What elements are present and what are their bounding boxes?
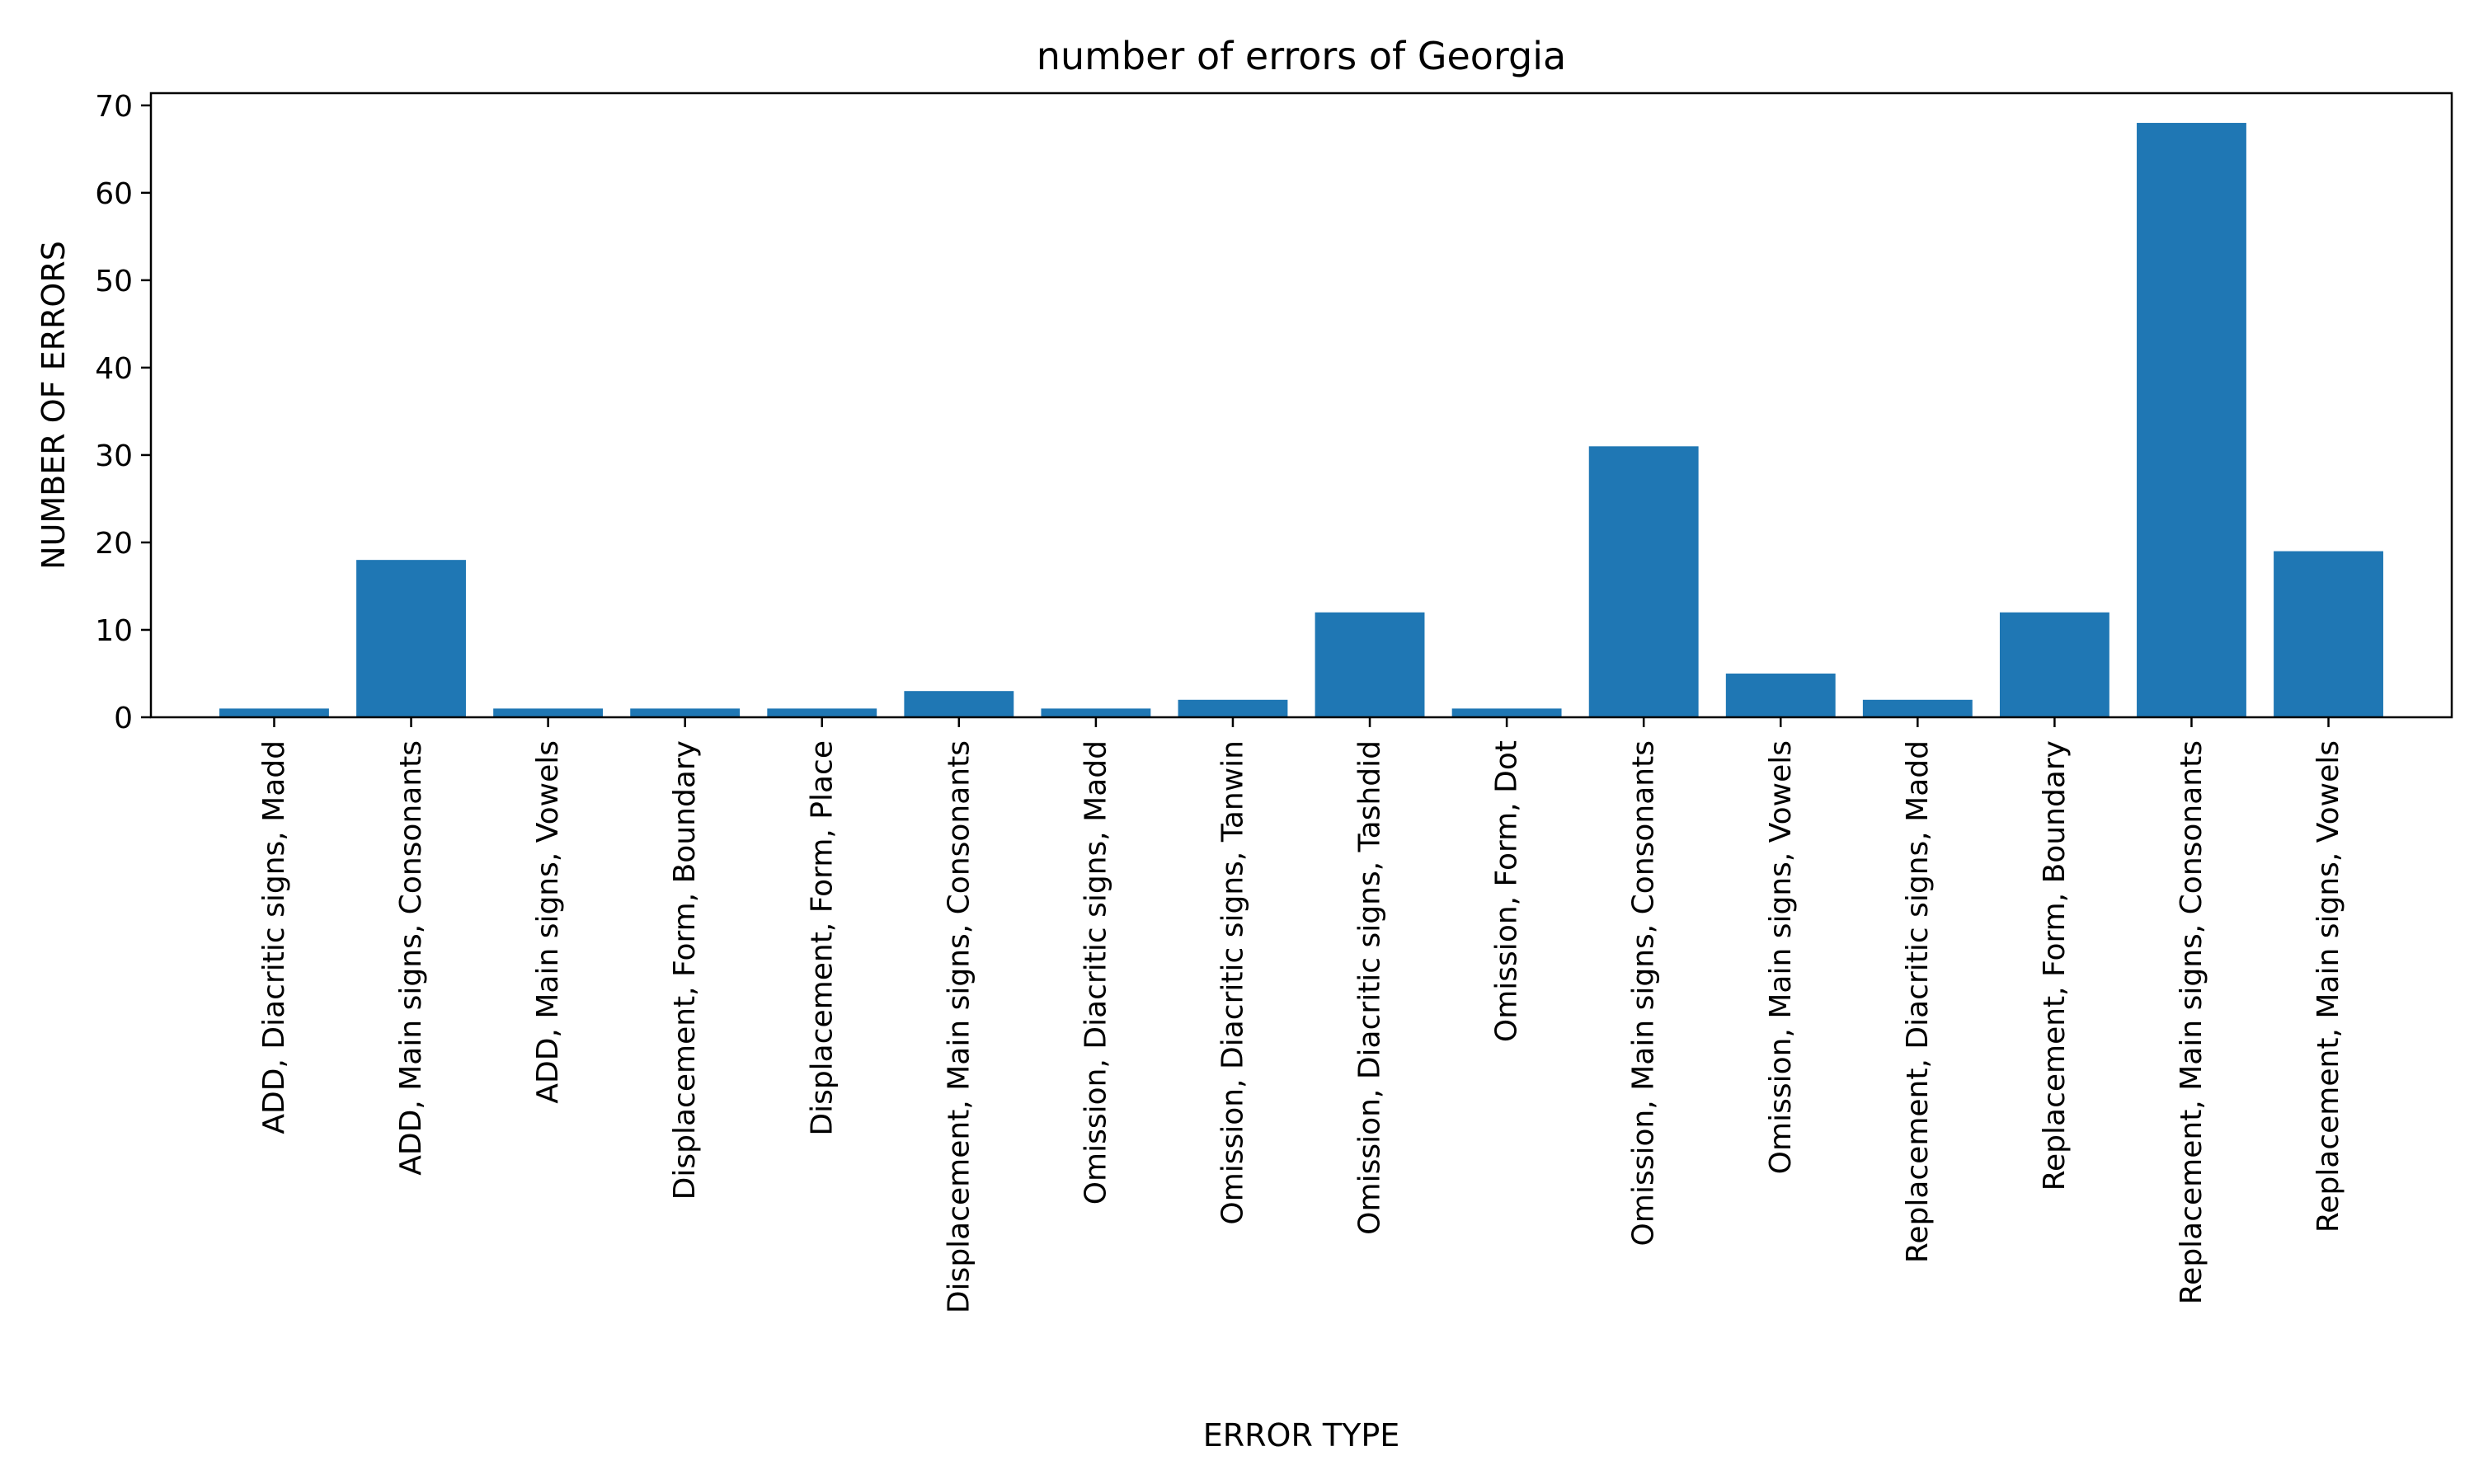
y-tick-label: 60 bbox=[95, 177, 133, 211]
x-tick-label: Replacement, Main signs, Consonants bbox=[2175, 740, 2208, 1304]
bar bbox=[1999, 612, 2109, 717]
bar bbox=[2137, 123, 2246, 718]
bar bbox=[2274, 551, 2383, 717]
x-tick-label: ADD, Main signs, Consonants bbox=[394, 740, 428, 1176]
x-tick-label: ADD, Main signs, Vowels bbox=[531, 740, 565, 1104]
bar bbox=[219, 708, 329, 717]
bar bbox=[1862, 699, 1973, 717]
x-tick-label: Replacement, Main signs, Vowels bbox=[2312, 740, 2345, 1233]
bar bbox=[767, 708, 877, 717]
y-axis-ticks: 0 10 20 30 40 50 60 70 bbox=[95, 90, 151, 735]
bar bbox=[1588, 446, 1699, 717]
bar bbox=[1725, 673, 1836, 717]
y-tick-label: 20 bbox=[95, 527, 133, 561]
y-axis-label: NUMBER OF ERRORS bbox=[35, 241, 72, 570]
bar bbox=[493, 708, 604, 717]
bar bbox=[1315, 612, 1425, 717]
bar bbox=[356, 560, 466, 717]
bar bbox=[1041, 708, 1151, 717]
x-tick-label: ADD, Diacritic signs, Madd bbox=[257, 740, 291, 1134]
bar bbox=[1451, 708, 1562, 717]
y-tick-label: 40 bbox=[95, 352, 133, 386]
y-tick-label: 30 bbox=[95, 439, 133, 473]
x-tick-label: Omission, Main signs, Consonants bbox=[1627, 740, 1661, 1246]
x-tick-label: Omission, Diacritic signs, Tanwin bbox=[1216, 740, 1249, 1225]
bars bbox=[219, 123, 2383, 718]
x-tick-label: Omission, Diacritic signs, Madd bbox=[1079, 740, 1112, 1205]
x-axis-ticks: ADD, Diacritic signs, Madd ADD, Main sign… bbox=[257, 717, 2345, 1313]
bar bbox=[630, 708, 741, 717]
x-tick-label: Displacement, Form, Boundary bbox=[668, 740, 702, 1200]
plot-frame bbox=[149, 92, 2453, 719]
x-tick-label: Replacement, Form, Boundary bbox=[2038, 740, 2072, 1190]
chart-title: number of errors of Georgia bbox=[1037, 34, 1566, 78]
x-axis-label: ERROR TYPE bbox=[1203, 1417, 1400, 1453]
y-tick-label: 0 bbox=[114, 702, 133, 735]
x-tick-label: Displacement, Main signs, Consonants bbox=[942, 740, 976, 1313]
x-tick-label: Omission, Form, Dot bbox=[1490, 740, 1524, 1042]
x-tick-label: Replacement, Diacritic signs, Madd bbox=[1901, 740, 1935, 1263]
x-tick-label: Omission, Main signs, Vowels bbox=[1764, 740, 1798, 1174]
x-tick-label: Omission, Diacritic signs, Tashdid bbox=[1353, 740, 1387, 1235]
bar bbox=[1178, 699, 1288, 717]
x-tick-label: Displacement, Form, Place bbox=[805, 740, 839, 1136]
y-tick-label: 50 bbox=[95, 265, 133, 298]
y-tick-label: 10 bbox=[95, 614, 133, 648]
bar bbox=[904, 691, 1014, 717]
y-tick-label: 70 bbox=[95, 90, 133, 124]
